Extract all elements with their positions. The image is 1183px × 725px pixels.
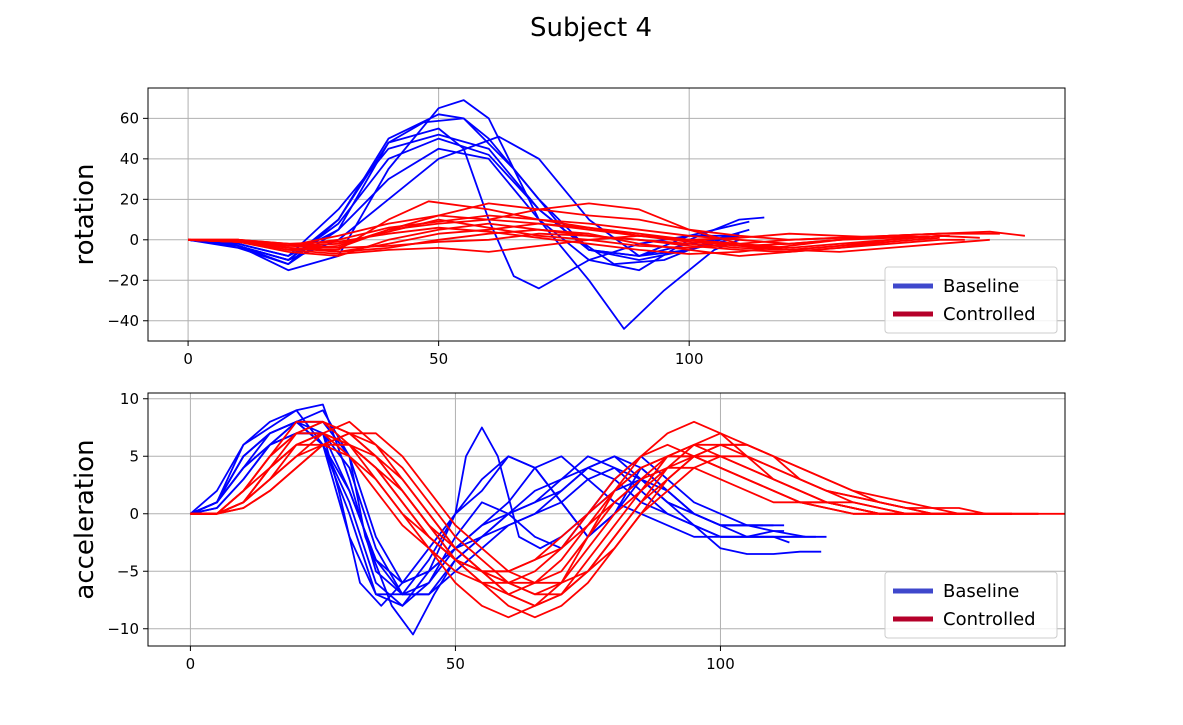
legend: Baseline Controlled [884, 571, 1058, 639]
rotation-subplot: 0 50 100 −40 −20 0 20 40 60 rotation Baseline Contr… [70, 87, 1066, 368]
controlled-line [190, 420, 1012, 619]
controlled-line [188, 218, 930, 249]
controlled-line [188, 222, 940, 253]
x-tick-label: 100 [675, 350, 704, 368]
y-tick-label: −40 [107, 312, 139, 330]
y-axis-label: acceleration [70, 439, 100, 599]
y-tick-label: 0 [129, 231, 139, 249]
legend-label: Baseline [943, 276, 1019, 297]
controlled-line [188, 214, 950, 247]
x-tick-label: 0 [183, 350, 193, 368]
controlled-line [188, 228, 940, 257]
axes-frame [147, 87, 1066, 342]
x-tick-label: 100 [706, 655, 735, 673]
baseline-line [188, 147, 740, 330]
controlled-line [190, 432, 1012, 607]
legend: Baseline Controlled [884, 266, 1058, 334]
y-tick-label: 40 [120, 150, 139, 168]
controlled-line [188, 214, 890, 247]
baseline-line [187, 137, 730, 261]
y-tick-label: 0 [129, 505, 139, 523]
acceleration-subplot: 0 50 100 −10 −5 0 5 10 acceleration Baseline Contr… [70, 390, 1066, 673]
y-tick-label: −20 [107, 271, 139, 289]
y-tick-label: −5 [117, 562, 139, 580]
data-lines [189, 403, 1065, 636]
y-tick-label: −10 [107, 620, 139, 638]
y-tick-label: 5 [129, 447, 139, 465]
y-tick-label: 10 [120, 390, 139, 408]
x-tick-label: 50 [429, 350, 448, 368]
x-tick-label: 0 [186, 655, 196, 673]
y-tick-label: 60 [120, 109, 139, 127]
controlled-line [190, 443, 959, 573]
legend-label: Baseline [943, 581, 1019, 602]
axes-frame [147, 392, 1066, 647]
data-lines [187, 99, 1026, 330]
x-tick-label: 50 [446, 655, 465, 673]
y-tick-label: 20 [120, 190, 139, 208]
legend-label: Controlled [943, 609, 1036, 630]
y-axis-label: rotation [70, 164, 100, 266]
legend-label: Controlled [943, 304, 1036, 325]
figure-title: Subject 4 [530, 13, 652, 43]
controlled-line [188, 234, 990, 255]
